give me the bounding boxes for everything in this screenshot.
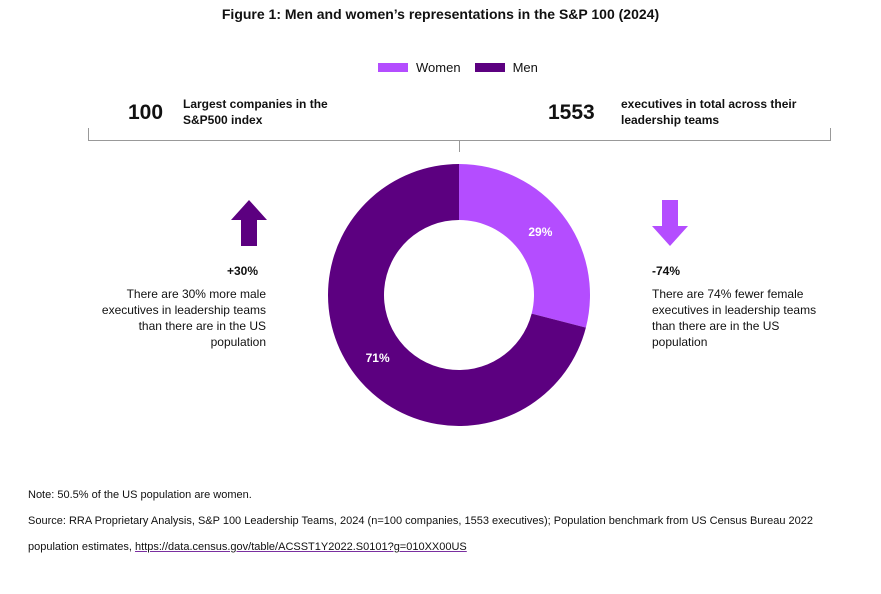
legend-label-women: Women bbox=[416, 60, 461, 75]
legend-item-men: Men bbox=[474, 60, 538, 75]
source-line2: population estimates, https://data.censu… bbox=[28, 541, 467, 553]
source-prefix: population estimates, bbox=[28, 541, 132, 553]
stat-companies-number: 100 bbox=[128, 101, 164, 124]
legend: Women Men bbox=[378, 60, 552, 75]
chart-title: Figure 1: Men and women’s representation… bbox=[221, 6, 660, 22]
note-text: Note: 50.5% of the US population are wom… bbox=[28, 489, 252, 501]
donut-label-men: 71% bbox=[366, 351, 390, 365]
stats-bracket bbox=[88, 128, 831, 152]
left-callout-text: There are 30% more male executives in le… bbox=[101, 287, 266, 349]
census-link[interactable]: https://data.census.gov/table/ACSST1Y202… bbox=[135, 541, 467, 553]
legend-label-men: Men bbox=[512, 60, 538, 75]
right-callout-text: There are 74% fewer female executives in… bbox=[652, 287, 817, 349]
donut-slice-men bbox=[328, 164, 586, 426]
stat-executives-text: executives in total across their leaders… bbox=[621, 97, 797, 127]
legend-swatch-women bbox=[378, 63, 408, 72]
stat-companies-text: Largest companies in the S&P500 index bbox=[183, 97, 328, 127]
stat-executives-number: 1553 bbox=[548, 101, 595, 124]
donut-slice-women bbox=[459, 164, 590, 328]
donut-chart: 29% 71% bbox=[328, 164, 590, 426]
arrow-down-icon bbox=[652, 200, 688, 251]
legend-item-women: Women bbox=[378, 60, 461, 75]
arrow-up-icon bbox=[231, 200, 267, 251]
legend-swatch-men bbox=[474, 63, 505, 72]
right-callout-delta: -74% bbox=[652, 264, 681, 278]
left-callout-delta: +30% bbox=[227, 264, 259, 278]
donut-label-women: 29% bbox=[528, 225, 552, 239]
source-text: Source: RRA Proprietary Analysis, S&P 10… bbox=[28, 515, 814, 527]
